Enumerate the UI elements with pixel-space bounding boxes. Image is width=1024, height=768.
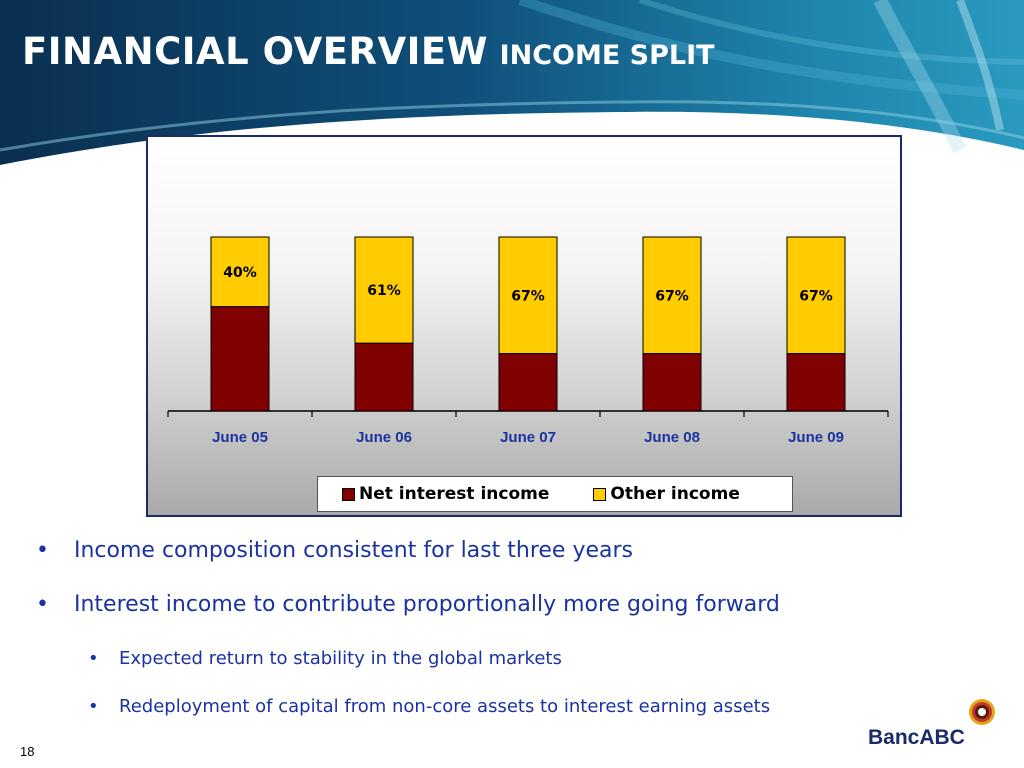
bancabc-logo: BancABC: [864, 694, 1004, 754]
header-background: [0, 0, 1024, 165]
x-tick-label: June 05: [212, 429, 268, 446]
bar-other-income: [210, 236, 270, 308]
bar-other-income: [354, 236, 414, 344]
bullet-text: Redeployment of capital from non-core as…: [119, 696, 771, 717]
bullet-text: Income composition consistent for last t…: [74, 538, 633, 563]
data-label-net-interest: 33%: [511, 375, 545, 391]
data-label-other-income: 67%: [511, 288, 545, 304]
bar-other-income: [786, 236, 846, 355]
bullet-dot: •: [88, 648, 99, 669]
data-label-other-income: 40%: [223, 265, 257, 281]
x-tick-label: June 07: [500, 429, 556, 446]
legend-swatch-other-income: [593, 487, 607, 501]
legend-label-net-interest: Net interest income: [359, 484, 550, 504]
x-tick-label: June 09: [788, 429, 844, 446]
data-label-net-interest: 33%: [655, 375, 689, 391]
bar-net-interest: [786, 353, 846, 412]
bar-net-interest: [498, 353, 558, 412]
legend-item-net-interest: Net interest income: [342, 484, 549, 504]
data-label-other-income: 67%: [799, 288, 833, 304]
legend-item-other-income: Other income: [593, 484, 740, 504]
x-tick-label: June 06: [356, 429, 412, 446]
title-sub: INCOME SPLIT: [499, 40, 715, 71]
bar-net-interest: [210, 306, 270, 412]
bullet-dot: •: [36, 538, 49, 563]
bancabc-ring-logo-icon: BancABC: [868, 699, 995, 749]
data-label-net-interest: 39%: [367, 370, 401, 386]
title-main: FINANCIAL OVERVIEW: [22, 30, 488, 73]
chart-legend: Net interest income Other income: [317, 476, 793, 512]
data-label-other-income: 67%: [655, 288, 689, 304]
bar-net-interest: [354, 342, 414, 412]
data-label-net-interest: 60%: [223, 352, 257, 368]
chart-canvas: 60% 40% June 05 39% 61% June 06 33% 67% June 07 3…: [167, 236, 889, 446]
page-title: FINANCIAL OVERVIEW INCOME SPLIT: [22, 30, 715, 73]
bar-net-interest: [642, 353, 702, 412]
data-label-other-income: 61%: [367, 283, 401, 299]
legend-swatch-net-interest: [342, 487, 355, 501]
bullet-dot: •: [36, 592, 49, 617]
x-tick-label: June 08: [644, 429, 700, 446]
slide-header: FINANCIAL OVERVIEW INCOME SPLIT: [0, 0, 1024, 165]
page-number: 18: [20, 744, 35, 759]
legend-label-other-income: Other income: [610, 484, 740, 504]
bar-other-income: [642, 236, 702, 355]
income-split-chart: 60% 40% June 05 39% 61% June 06 33% 67% June 07 3…: [146, 135, 902, 517]
bullet-dot: •: [88, 696, 99, 717]
bullet-text: Interest income to contribute proportion…: [74, 592, 780, 617]
data-label-net-interest: 33%: [799, 375, 833, 391]
svg-text:BancABC: BancABC: [868, 726, 965, 749]
bar-other-income: [498, 236, 558, 355]
bullet-text: Expected return to stability in the glob…: [119, 648, 562, 669]
